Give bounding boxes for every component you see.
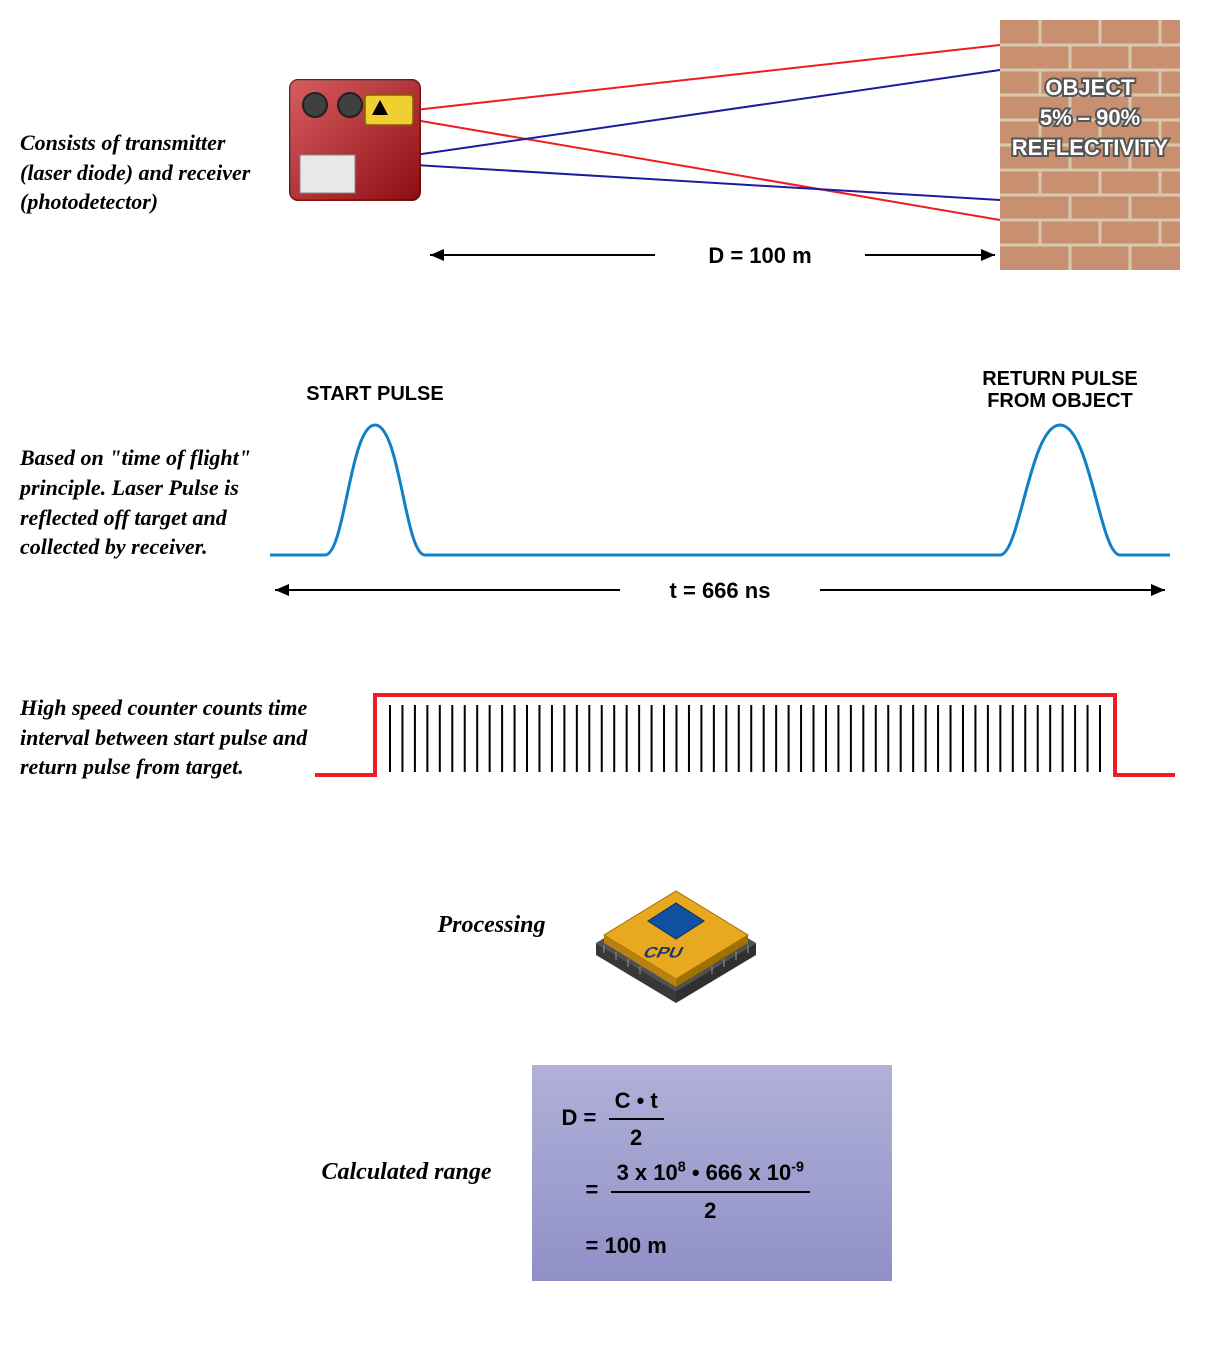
distance-annotation: D = 100 m: [430, 243, 995, 268]
brick-wall: OBJECT OBJECT 5% – 90% 5% – 90% REFLECTI…: [1000, 20, 1180, 270]
svg-pulses: START PULSE RETURN PULSE FROM OBJECT t =…: [260, 365, 1180, 635]
time-annotation: t = 666 ns: [275, 578, 1165, 603]
svg-text:D = 100 m: D = 100 m: [708, 243, 811, 268]
processing-label: Processing: [438, 912, 546, 939]
return-pulse-label-1: RETURN PULSE: [982, 368, 1138, 390]
start-pulse-label: START PULSE: [306, 383, 443, 405]
svg-counter: [310, 680, 1180, 790]
formula-line-2: = 3 x 108 • 666 x 10-9 2: [562, 1155, 862, 1227]
formula-label: Calculated range: [321, 1159, 491, 1186]
svg-transmitter: OBJECT OBJECT 5% – 90% 5% – 90% REFLECTI…: [260, 20, 1180, 320]
laser-device-icon: [290, 80, 420, 200]
formula-box: D = C • t2 = 3 x 108 • 666 x 10-9 2 = 10…: [532, 1065, 892, 1281]
section-counter: High speed counter counts time interval …: [20, 680, 1193, 795]
return-pulse-label-2: FROM OBJECT: [987, 390, 1133, 412]
diagram-transmitter: OBJECT OBJECT 5% – 90% 5% – 90% REFLECTI…: [260, 20, 1193, 325]
counter-ticks: [390, 705, 1100, 772]
section-processing: Processing CPU: [20, 835, 1193, 1015]
gate-signal: [315, 695, 1175, 775]
cpu-icon: CPU: [576, 835, 776, 1015]
formula-line-3: = 100 m: [562, 1228, 862, 1263]
diagram-counter: [310, 680, 1193, 795]
svg-text:REFLECTIVITY: REFLECTIVITY: [1012, 135, 1169, 160]
desc-tof: Based on "time of flight" principle. Las…: [20, 443, 260, 562]
laser-beams: [415, 45, 1000, 220]
section-pulses: Based on "time of flight" principle. Las…: [20, 365, 1193, 640]
pulse-waveform: [270, 425, 1170, 555]
svg-text:5% – 90%: 5% – 90%: [1040, 105, 1140, 130]
svg-text:t = 666 ns: t = 666 ns: [670, 578, 771, 603]
desc-counter: High speed counter counts time interval …: [20, 693, 310, 782]
desc-transmitter: Consists of transmitter (laser diode) an…: [20, 128, 260, 217]
svg-text:OBJECT: OBJECT: [1045, 75, 1135, 100]
diagram-pulses: START PULSE RETURN PULSE FROM OBJECT t =…: [260, 365, 1193, 640]
section-formula: Calculated range D = C • t2 = 3 x 108 • …: [20, 1065, 1193, 1281]
section-transmitter: Consists of transmitter (laser diode) an…: [20, 20, 1193, 325]
formula-line-1: D = C • t2: [562, 1083, 862, 1155]
